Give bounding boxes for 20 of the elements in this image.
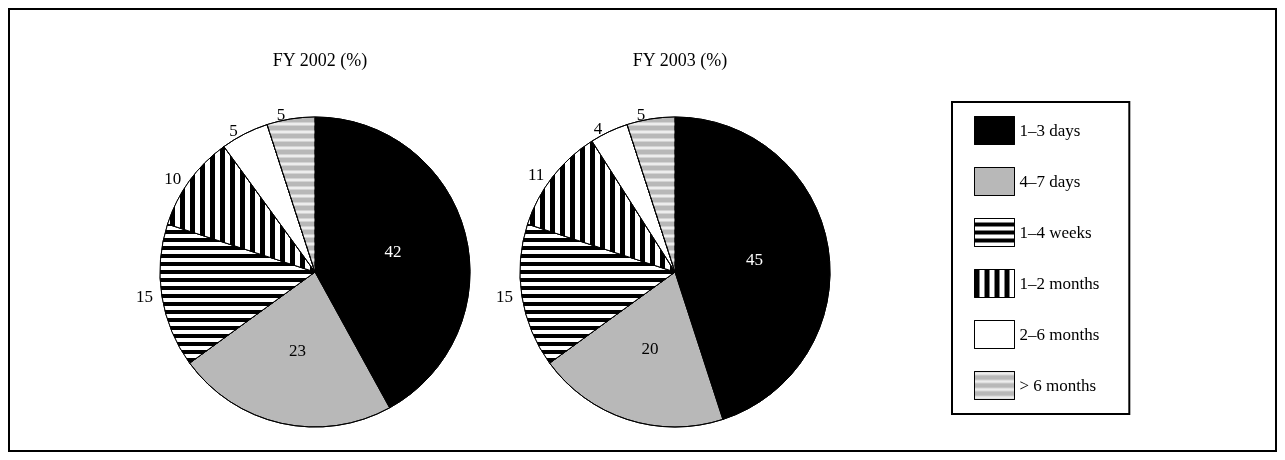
data-label: 5 — [276, 105, 286, 125]
slice-label: FY 2002 (%) — [272, 50, 368, 71]
legend-label: 2–6 months — [1019, 325, 1100, 344]
data-label: 15 — [495, 287, 513, 307]
data-label: 45 — [746, 249, 764, 269]
legend-label: 1–3 days — [1019, 121, 1081, 140]
data-label: 42 — [384, 242, 402, 262]
data-label: 5 — [636, 105, 646, 125]
data-label: 20 — [641, 339, 659, 359]
legend-label: 4–7 days — [1019, 172, 1081, 191]
legend-label: 1–4 weeks — [1019, 223, 1092, 242]
data-label: 5 — [229, 120, 238, 140]
slice-label: FY 2003 (%) — [632, 50, 728, 71]
data-label: 11 — [527, 165, 545, 185]
data-label: 4 — [593, 118, 603, 138]
legend-label: > 6 months — [1019, 376, 1097, 395]
legend-label: 1–2 months — [1019, 274, 1100, 293]
data-label: 15 — [135, 287, 153, 307]
data-label: 10 — [164, 169, 182, 189]
data-label: 23 — [288, 341, 306, 361]
